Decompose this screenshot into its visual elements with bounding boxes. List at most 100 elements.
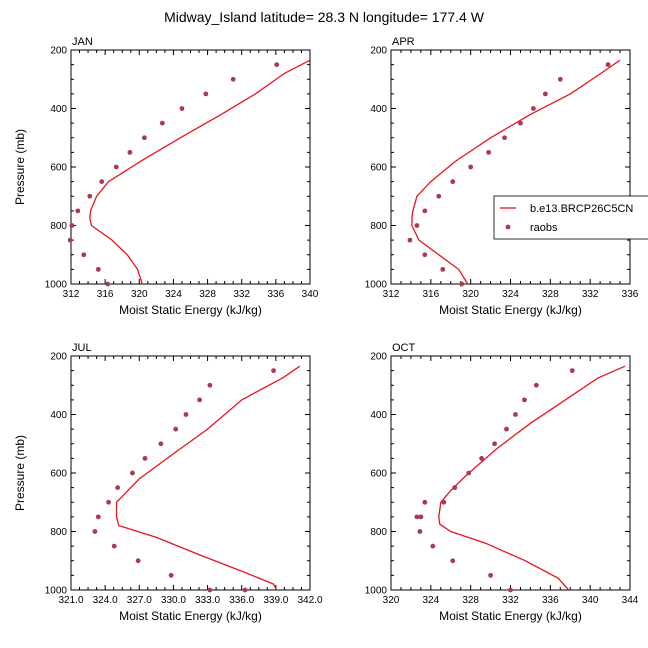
y-tick-label: 200 xyxy=(50,352,67,363)
obs-point xyxy=(542,91,548,97)
x-tick-label: 328 xyxy=(199,289,216,300)
obs-point xyxy=(422,208,428,214)
obs-point xyxy=(142,455,148,461)
y-tick-label: 1000 xyxy=(45,586,68,597)
plot-frame xyxy=(70,355,311,591)
obs-point xyxy=(92,529,98,534)
x-tick-label: 336 xyxy=(542,595,559,606)
y-tick-label: 1000 xyxy=(45,280,68,291)
obs-point xyxy=(440,266,446,272)
x-tick-label: 320 xyxy=(462,289,479,300)
obs-point xyxy=(422,499,428,505)
obs-point xyxy=(502,135,507,141)
obs-point xyxy=(504,426,509,432)
obs-point xyxy=(203,91,209,97)
obs-point xyxy=(271,368,276,374)
y-tick-label: 200 xyxy=(370,46,387,57)
legend-obs-swatch xyxy=(505,224,511,230)
y-axis-label: Pressure (mb) xyxy=(13,435,27,511)
x-tick-label: 332 xyxy=(502,595,519,606)
x-tick-label: 339.0 xyxy=(263,595,288,606)
x-tick-label: 330.0 xyxy=(161,595,186,606)
obs-point xyxy=(407,237,413,243)
x-tick-label: 312 xyxy=(383,289,400,300)
obs-point xyxy=(95,514,101,520)
x-axis-label: Moist Static Energy (kJ/kg) xyxy=(439,303,582,317)
y-tick-label: 600 xyxy=(370,469,387,480)
obs-point xyxy=(106,499,111,505)
obs-point xyxy=(533,382,539,388)
y-tick-label: 400 xyxy=(50,410,67,421)
obs-point xyxy=(142,135,147,141)
y-tick-label: 800 xyxy=(50,221,67,232)
obs-point xyxy=(179,106,185,111)
y-tick-label: 600 xyxy=(370,163,387,174)
x-axis-label: Moist Static Energy (kJ/kg) xyxy=(119,303,262,317)
panel-title: APR xyxy=(392,36,415,48)
panel-title: JUL xyxy=(72,342,92,354)
obs-point xyxy=(127,149,133,155)
legend-box xyxy=(493,195,648,240)
obs-point xyxy=(414,223,420,228)
x-tick-label: 340 xyxy=(302,289,319,300)
x-tick-label: 340 xyxy=(582,595,599,606)
obs-point xyxy=(557,76,563,82)
obs-point xyxy=(67,237,73,243)
obs-point xyxy=(414,514,420,520)
x-tick-label: 316 xyxy=(422,289,439,300)
figure-title: Midway_Island latitude= 28.3 N longitude… xyxy=(164,9,485,25)
x-tick-label: 324 xyxy=(422,595,439,606)
obs-point xyxy=(466,470,472,476)
x-tick-label: 320 xyxy=(131,289,148,300)
obs-point xyxy=(242,587,248,593)
x-tick-label: 344 xyxy=(622,595,639,606)
y-tick-label: 800 xyxy=(370,527,387,538)
panel-apr: APR 312 316 320 324 328 332 336 200 400 600 800 1000… xyxy=(365,36,639,317)
panel-jul: JUL 321.0 324.0 327.0 330.0 333.0 336.0 339.0 34… xyxy=(13,342,323,623)
x-tick-label: 333.0 xyxy=(195,595,220,606)
y-tick-label: 600 xyxy=(50,469,67,480)
legend-model-label: b.e13.BRCP26C5CN xyxy=(530,203,633,215)
obs-point xyxy=(87,193,93,199)
obs-point xyxy=(508,587,513,593)
x-tick-label: 321.0 xyxy=(58,595,83,606)
obs-point xyxy=(274,62,280,68)
obs-point xyxy=(105,281,111,287)
obs-point xyxy=(492,441,497,447)
x-tick-label: 332 xyxy=(582,289,599,300)
x-tick-label: 336 xyxy=(622,289,639,300)
obs-point xyxy=(207,382,213,388)
obs-point xyxy=(522,397,527,403)
obs-point xyxy=(111,543,117,549)
x-tick-label: 327.0 xyxy=(127,595,152,606)
plot-frame xyxy=(70,49,311,285)
obs-point xyxy=(183,412,189,417)
obs-point xyxy=(417,529,423,534)
obs-point xyxy=(422,252,428,258)
obs-point xyxy=(168,572,174,578)
x-tick-label: 342.0 xyxy=(297,595,322,606)
obs-point xyxy=(513,412,518,417)
obs-point xyxy=(418,514,424,520)
plot-frame xyxy=(390,49,631,285)
obs-point xyxy=(75,208,81,214)
obs-point xyxy=(430,543,436,549)
obs-point xyxy=(459,281,465,287)
panel-jan: JAN 312 316 320 324 328 332 336 340 200 400 600 800 1… xyxy=(13,36,319,317)
y-tick-label: 1000 xyxy=(365,280,388,291)
obs-point xyxy=(207,587,213,593)
y-tick-label: 1000 xyxy=(365,586,388,597)
x-tick-label: 324 xyxy=(502,289,519,300)
x-tick-label: 316 xyxy=(97,289,114,300)
y-tick-label: 600 xyxy=(50,163,67,174)
x-tick-label: 324 xyxy=(165,289,182,300)
obs-point xyxy=(135,558,141,564)
obs-point xyxy=(115,485,121,491)
obs-point xyxy=(479,455,485,461)
obs-point xyxy=(69,223,75,228)
obs-point xyxy=(81,252,87,258)
y-tick-label: 800 xyxy=(370,221,387,232)
obs-point xyxy=(197,397,203,403)
y-tick-label: 200 xyxy=(370,352,387,363)
